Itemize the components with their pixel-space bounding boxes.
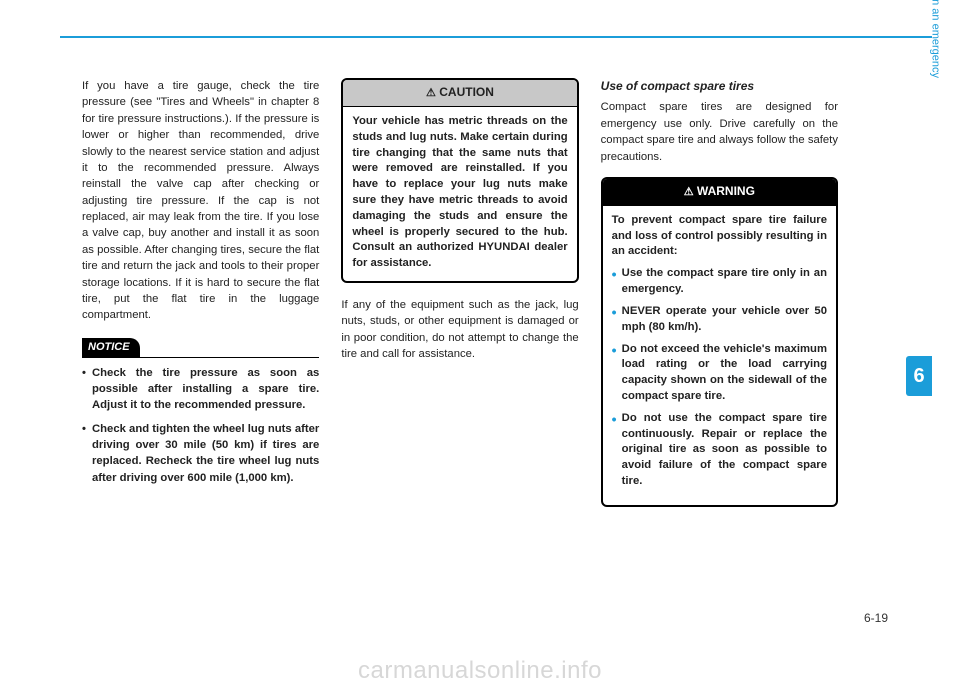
caution-icon: ⚠ bbox=[426, 87, 436, 99]
col3-paragraph: Compact spare tires are designed for eme… bbox=[601, 99, 838, 165]
col1-paragraph: If you have a tire gauge, check the tire… bbox=[82, 78, 319, 324]
page-columns: If you have a tire gauge, check the tire… bbox=[82, 78, 838, 521]
column-3: Use of compact spare tires Compact spare… bbox=[601, 78, 838, 521]
warning-bullet: Do not exceed the vehicle's maximum load… bbox=[612, 342, 827, 405]
side-tab-number: 6 bbox=[906, 356, 932, 396]
side-tab: What to do in an emergency 6 bbox=[910, 78, 932, 588]
side-tab-text: What to do in an emergency bbox=[930, 0, 942, 78]
page-number: 6-19 bbox=[864, 611, 888, 625]
notice-bullet: Check and tighten the wheel lug nuts aft… bbox=[82, 421, 319, 487]
caution-header-text: CAUTION bbox=[439, 85, 494, 99]
warning-bullet: NEVER operate your vehicle over 50 mph (… bbox=[612, 304, 827, 336]
notice-bullet: Check the tire pressure as soon as possi… bbox=[82, 365, 319, 414]
notice-box: NOTICE bbox=[82, 338, 319, 358]
warning-header-text: WARNING bbox=[697, 184, 755, 198]
caution-body: Your vehicle has metric threads on the s… bbox=[343, 107, 576, 281]
warning-callout: ⚠ WARNING To prevent compact spare tire … bbox=[601, 177, 838, 507]
caution-callout: ⚠ CAUTION Your vehicle has metric thread… bbox=[341, 78, 578, 283]
warning-icon: ⚠ bbox=[684, 186, 694, 198]
column-2: ⚠ CAUTION Your vehicle has metric thread… bbox=[341, 78, 578, 521]
warning-bullet: Do not use the compact spare tire contin… bbox=[612, 411, 827, 490]
warning-body: To prevent compact spare tire failure an… bbox=[603, 206, 836, 505]
watermark: carmanualsonline.info bbox=[0, 657, 960, 685]
caution-header: ⚠ CAUTION bbox=[343, 80, 576, 107]
col2-paragraph: If any of the equipment such as the jack… bbox=[341, 297, 578, 363]
column-1: If you have a tire gauge, check the tire… bbox=[82, 78, 319, 521]
warning-intro: To prevent compact spare tire failure an… bbox=[612, 213, 827, 260]
warning-bullets: Use the compact spare tire only in an em… bbox=[612, 266, 827, 490]
warning-bullet: Use the compact spare tire only in an em… bbox=[612, 266, 827, 298]
warning-header: ⚠ WARNING bbox=[603, 179, 836, 206]
notice-bullets: Check the tire pressure as soon as possi… bbox=[82, 365, 319, 487]
notice-label: NOTICE bbox=[82, 338, 140, 358]
top-rule bbox=[60, 36, 932, 38]
subheading-spare-tires: Use of compact spare tires bbox=[601, 78, 838, 95]
